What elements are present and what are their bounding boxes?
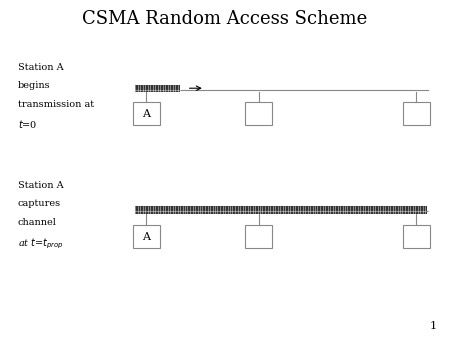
Text: CSMA Random Access Scheme: CSMA Random Access Scheme (82, 10, 368, 28)
Text: captures: captures (18, 199, 61, 209)
Text: Station A: Station A (18, 181, 63, 190)
Text: 1: 1 (429, 321, 436, 331)
Text: A: A (142, 108, 150, 119)
Text: channel: channel (18, 218, 57, 227)
Text: Station A: Station A (18, 63, 63, 72)
Bar (245, 225, 272, 248)
Text: transmission at: transmission at (18, 100, 94, 109)
Bar (135, 84, 180, 92)
Bar (403, 102, 430, 125)
Bar (245, 102, 272, 125)
Text: at $t$=$t_{prop}$: at $t$=$t_{prop}$ (18, 237, 64, 251)
Bar (135, 206, 427, 214)
Text: A: A (142, 232, 150, 242)
Bar (403, 225, 430, 248)
Bar (133, 225, 160, 248)
Bar (133, 102, 160, 125)
Text: $t$=0: $t$=0 (18, 118, 37, 130)
Text: begins: begins (18, 81, 50, 90)
